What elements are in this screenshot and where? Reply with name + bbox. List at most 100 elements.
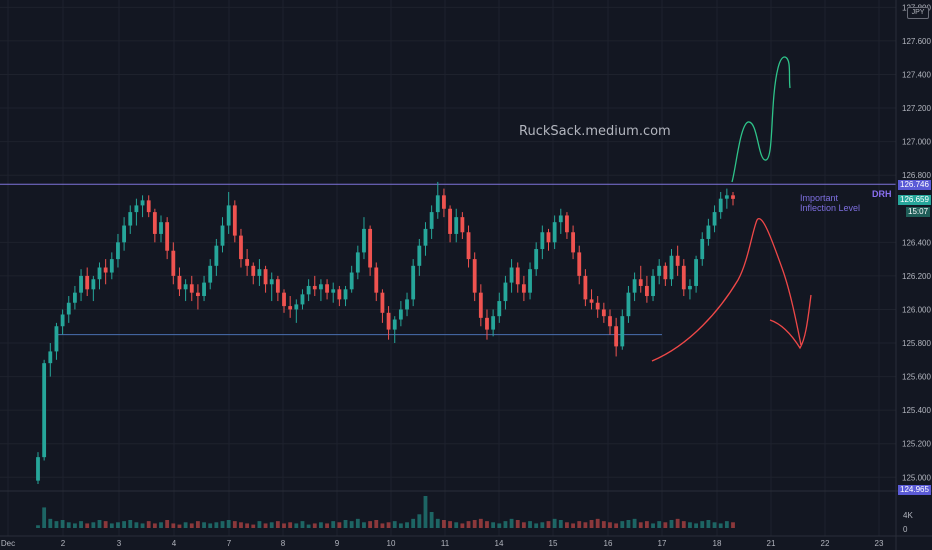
candle: [189, 275, 194, 302]
volume-bar: [116, 522, 120, 528]
candle: [226, 191, 231, 234]
candle-body: [165, 222, 170, 251]
candle: [165, 217, 170, 260]
volume-bar: [343, 520, 348, 528]
candle: [48, 343, 53, 377]
volume-bar: [589, 520, 594, 528]
candle-body: [171, 250, 176, 276]
candle: [620, 309, 625, 350]
volume-bar: [521, 522, 526, 528]
candle-body: [521, 284, 526, 293]
volume-bar: [478, 518, 483, 528]
candle: [343, 285, 348, 307]
volume-bar: [435, 518, 440, 528]
volume-bar: [171, 523, 176, 528]
volume-bar: [632, 518, 637, 528]
candle: [577, 245, 582, 285]
candle-body: [657, 265, 662, 276]
candle-body: [208, 265, 213, 283]
candle: [91, 275, 96, 302]
bearish-path-loop: [769, 294, 812, 350]
volume-bar: [724, 521, 729, 528]
candle-body: [491, 316, 496, 330]
volume-bar: [263, 523, 268, 528]
candle: [608, 309, 612, 335]
price-tick-label: 126.800: [902, 171, 931, 180]
candle-body: [312, 285, 317, 290]
volume-bar: [48, 518, 53, 528]
volume-bar: [601, 521, 606, 528]
candle: [269, 272, 274, 302]
volume-bar: [491, 522, 496, 528]
volume-bar: [731, 522, 735, 528]
candle: [159, 215, 163, 243]
volume-bar: [239, 522, 243, 528]
candle-body: [435, 195, 440, 213]
candle-body: [202, 282, 206, 297]
volume-bar: [583, 522, 588, 528]
volume-bar: [614, 523, 619, 528]
candle: [700, 232, 705, 266]
candle: [116, 233, 120, 268]
candle: [208, 259, 213, 290]
volume-bar: [448, 521, 452, 528]
candle: [478, 284, 483, 327]
candle-body: [374, 267, 379, 293]
candle-body: [134, 205, 139, 213]
candle: [288, 296, 293, 318]
candle: [528, 262, 532, 300]
volume-bar: [380, 523, 385, 528]
time-label: 2: [61, 539, 66, 548]
candle-body: [79, 275, 83, 293]
candle: [669, 249, 674, 286]
candle-body: [226, 205, 231, 226]
volume-bar: [257, 521, 262, 528]
candle: [275, 275, 280, 302]
time-label: 18: [713, 539, 722, 548]
volume-bar: [177, 524, 182, 528]
volume-bar: [306, 524, 311, 528]
volume-bar: [503, 521, 508, 528]
currency-button[interactable]: JPY: [907, 7, 929, 19]
volume-bar: [644, 521, 649, 528]
volume-bar: [620, 521, 625, 528]
volume-bar: [595, 518, 600, 528]
candle-body: [688, 285, 692, 290]
candle: [220, 217, 225, 253]
candle: [552, 215, 557, 250]
candle: [485, 309, 489, 340]
candle-body: [724, 195, 729, 199]
candle: [534, 242, 539, 276]
watermark-text: RuckSack.medium.com: [519, 124, 671, 139]
candle: [122, 217, 127, 251]
candle-body: [398, 309, 403, 320]
candle-body: [515, 267, 520, 285]
last-price-tag: 126.659: [898, 195, 931, 205]
candle: [675, 245, 680, 276]
time-label: 17: [658, 539, 667, 548]
candle-body: [122, 225, 127, 243]
candle: [429, 205, 434, 239]
candle-body: [417, 245, 422, 266]
candle: [571, 225, 575, 260]
candle-body: [306, 285, 311, 295]
volume-bar: [300, 521, 305, 528]
volume-bar: [362, 522, 366, 528]
volume-bar: [66, 522, 71, 528]
volume-bar: [282, 523, 286, 528]
candle: [380, 289, 385, 323]
price-tick-label: 125.000: [902, 473, 931, 482]
candle-body: [362, 228, 366, 253]
candle-body: [675, 255, 680, 266]
candle-body: [294, 304, 299, 310]
candle-body: [448, 208, 452, 234]
candle-body: [91, 279, 96, 290]
candle-body: [534, 249, 539, 270]
candle: [472, 252, 477, 302]
volume-bar: [497, 523, 502, 528]
candle-body: [66, 302, 71, 315]
candle-body: [601, 309, 606, 317]
candle-body: [429, 212, 434, 229]
time-label: 14: [495, 539, 504, 548]
